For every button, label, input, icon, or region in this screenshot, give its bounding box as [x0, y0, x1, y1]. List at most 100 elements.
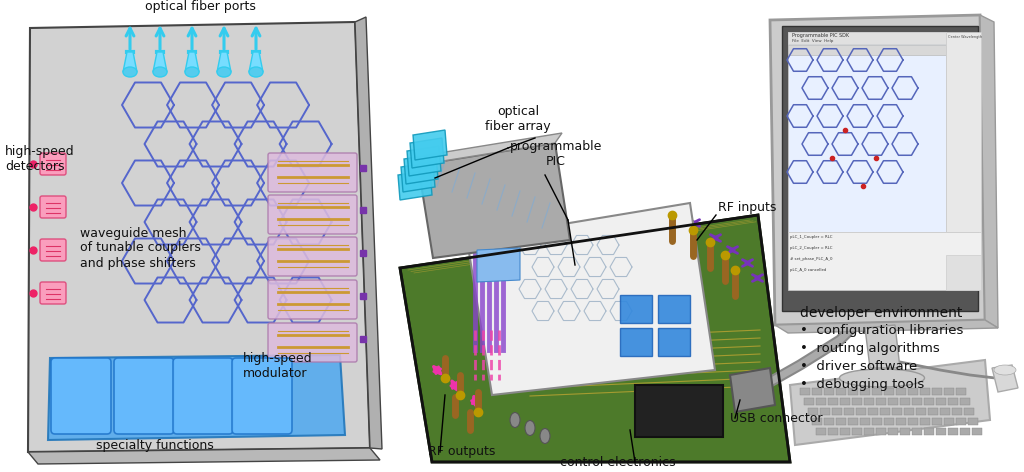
- Bar: [635, 385, 723, 437]
- Polygon shape: [775, 320, 998, 333]
- Bar: [788, 45, 946, 55]
- FancyBboxPatch shape: [173, 358, 233, 434]
- Bar: [884, 388, 894, 395]
- Bar: [820, 408, 830, 415]
- FancyBboxPatch shape: [268, 237, 357, 276]
- Bar: [804, 398, 814, 405]
- Bar: [836, 418, 846, 425]
- Ellipse shape: [185, 67, 199, 77]
- Bar: [948, 398, 958, 405]
- Text: high-speed
modulator: high-speed modulator: [243, 352, 312, 380]
- Polygon shape: [770, 15, 985, 325]
- Polygon shape: [28, 22, 370, 452]
- Bar: [964, 408, 974, 415]
- Text: pLC_2_Coupler = RLC: pLC_2_Coupler = RLC: [790, 246, 833, 250]
- Bar: [788, 32, 946, 44]
- Bar: [924, 428, 934, 435]
- Bar: [831, 408, 842, 415]
- Polygon shape: [410, 138, 444, 168]
- Bar: [900, 398, 910, 405]
- Polygon shape: [980, 15, 998, 328]
- Text: waveguide mesh
of tunable couplers
and phase shifters: waveguide mesh of tunable couplers and p…: [80, 227, 201, 270]
- Bar: [961, 428, 970, 435]
- Ellipse shape: [540, 429, 550, 444]
- Bar: [828, 398, 838, 405]
- Bar: [912, 398, 922, 405]
- Bar: [620, 295, 652, 323]
- Bar: [864, 398, 874, 405]
- FancyBboxPatch shape: [40, 153, 66, 175]
- FancyBboxPatch shape: [114, 358, 174, 434]
- Bar: [936, 398, 946, 405]
- Polygon shape: [401, 162, 435, 192]
- Bar: [868, 408, 878, 415]
- Polygon shape: [123, 52, 137, 72]
- Bar: [908, 418, 918, 425]
- Bar: [824, 418, 834, 425]
- Polygon shape: [398, 170, 432, 200]
- Polygon shape: [400, 215, 790, 462]
- Bar: [946, 32, 981, 232]
- Text: RF outputs: RF outputs: [428, 446, 496, 458]
- Polygon shape: [418, 133, 562, 165]
- Bar: [924, 398, 934, 405]
- Text: RF inputs: RF inputs: [718, 202, 776, 214]
- Bar: [872, 388, 882, 395]
- Bar: [812, 418, 822, 425]
- Bar: [912, 428, 922, 435]
- Bar: [816, 398, 826, 405]
- FancyBboxPatch shape: [40, 239, 66, 261]
- Bar: [952, 408, 962, 415]
- Bar: [800, 388, 810, 395]
- Ellipse shape: [217, 67, 231, 77]
- Bar: [824, 388, 834, 395]
- Bar: [884, 418, 894, 425]
- Polygon shape: [865, 325, 900, 368]
- Text: optical
fiber array: optical fiber array: [485, 105, 551, 133]
- FancyBboxPatch shape: [268, 195, 357, 234]
- Ellipse shape: [249, 67, 263, 77]
- Bar: [888, 428, 898, 435]
- Bar: [872, 418, 882, 425]
- Polygon shape: [217, 52, 231, 72]
- Bar: [658, 295, 690, 323]
- Bar: [788, 232, 981, 290]
- Ellipse shape: [840, 369, 925, 387]
- Polygon shape: [467, 203, 715, 395]
- Text: high-speed
detectors: high-speed detectors: [5, 145, 75, 173]
- Bar: [961, 398, 970, 405]
- Bar: [812, 388, 822, 395]
- Bar: [620, 328, 652, 356]
- FancyBboxPatch shape: [268, 153, 357, 192]
- Ellipse shape: [153, 67, 167, 77]
- Text: # set_phase_PLC_A_0: # set_phase_PLC_A_0: [790, 257, 833, 261]
- Bar: [876, 398, 886, 405]
- Text: control electronics: control electronics: [560, 455, 676, 469]
- FancyBboxPatch shape: [232, 358, 292, 434]
- Text: Center Wavelength: Center Wavelength: [948, 35, 982, 39]
- Text: programmable
PIC: programmable PIC: [510, 140, 602, 168]
- Bar: [944, 418, 954, 425]
- Polygon shape: [407, 146, 441, 176]
- Bar: [916, 408, 926, 415]
- Polygon shape: [992, 365, 1018, 392]
- Polygon shape: [413, 130, 447, 160]
- Text: specialty functions: specialty functions: [96, 438, 214, 452]
- Polygon shape: [404, 154, 438, 184]
- Text: Programmable PIC SDK: Programmable PIC SDK: [792, 33, 849, 38]
- Bar: [896, 388, 906, 395]
- Bar: [782, 26, 978, 311]
- Bar: [920, 418, 930, 425]
- Bar: [972, 428, 982, 435]
- Bar: [944, 388, 954, 395]
- Bar: [658, 328, 690, 356]
- Polygon shape: [185, 52, 199, 72]
- Text: File  Edit  View  Help: File Edit View Help: [792, 39, 834, 43]
- Ellipse shape: [510, 413, 520, 428]
- Text: pLC_1_Coupler = RLC: pLC_1_Coupler = RLC: [790, 235, 833, 239]
- Bar: [808, 408, 818, 415]
- Ellipse shape: [994, 365, 1016, 375]
- Polygon shape: [249, 52, 263, 72]
- Bar: [928, 408, 938, 415]
- Bar: [936, 428, 946, 435]
